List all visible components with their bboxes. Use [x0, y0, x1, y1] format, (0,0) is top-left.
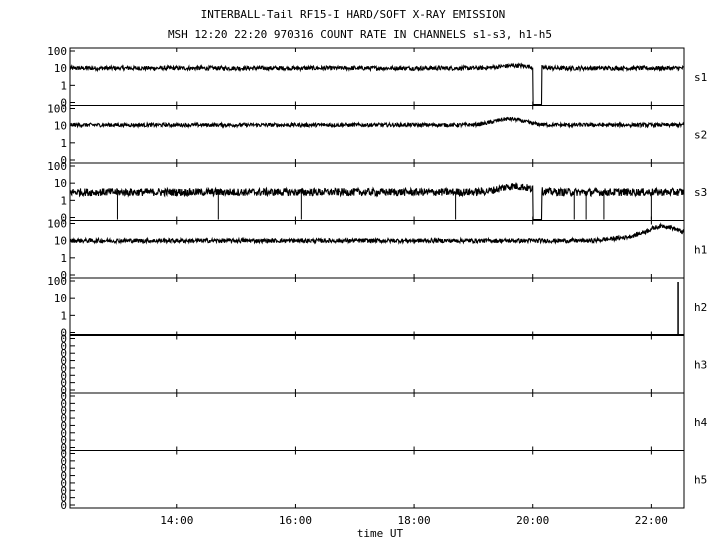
data-trace-h1	[69, 222, 685, 245]
y-tick-label-h2: 100	[47, 275, 67, 288]
y-tick-label-h3: 0	[60, 377, 67, 390]
y-tick-label-h1: 0	[60, 269, 67, 282]
panel-frame-h4	[69, 392, 685, 451]
y-tick-label-s3: 1	[60, 194, 67, 207]
y-tick-label-s2: 0	[60, 154, 67, 167]
x-tick-label: 14:00	[160, 514, 193, 527]
chart-title-line: INTERBALL-Tail RF15-I HARD/SOFT X-RAY EM…	[200, 8, 506, 21]
panel-label-s3: s3	[694, 186, 707, 199]
panel-label-h2: h2	[694, 301, 707, 314]
y-tick-label-h4: 0	[60, 419, 67, 432]
y-tick-label-s2: 10	[54, 120, 67, 133]
y-tick-label-s1: 100	[47, 45, 67, 58]
y-tick-label-h3: 0	[60, 355, 67, 368]
y-tick-label-h5: 0	[60, 462, 67, 475]
y-tick-label-h5: 0	[60, 499, 67, 512]
panel-label-h4: h4	[694, 416, 708, 429]
y-tick-label-h1: 100	[47, 218, 67, 231]
y-tick-label-h5: 0	[60, 477, 67, 490]
y-tick-label-s1: 10	[54, 62, 67, 75]
y-tick-label-s3: 10	[54, 177, 67, 190]
y-tick-label-s2: 100	[47, 103, 67, 116]
y-tick-label-h5: 0	[60, 448, 67, 461]
data-trace-s2	[69, 116, 685, 129]
panel-label-h1: h1	[694, 243, 707, 256]
panel-frame-s1	[69, 47, 685, 106]
panel-label-h5: h5	[694, 473, 707, 486]
y-tick-label-h4: 0	[60, 405, 67, 418]
y-tick-label-s2: 1	[60, 137, 67, 150]
y-tick-label-s3: 0	[60, 212, 67, 225]
y-tick-label-h3: 0	[60, 384, 67, 397]
panel-label-s2: s2	[694, 128, 707, 141]
data-trace-s1	[69, 62, 684, 106]
x-tick-label: 22:00	[635, 514, 668, 527]
y-tick-label-h4: 0	[60, 442, 67, 455]
x-tick-label: 20:00	[516, 514, 549, 527]
chart-subtitle: MSH 12:20 22:20 970316 COUNT RATE IN CHA…	[167, 28, 553, 41]
y-tick-label-h1: 10	[54, 235, 67, 248]
y-tick-label-h5: 0	[60, 470, 67, 483]
y-tick-label-h3: 0	[60, 333, 67, 346]
y-tick-label-h4: 0	[60, 412, 67, 425]
y-tick-label-h3: 0	[60, 340, 67, 353]
panel-frame-h3	[69, 335, 685, 394]
x-tick-label: 18:00	[398, 514, 431, 527]
y-tick-label-h4: 0	[60, 397, 67, 410]
y-tick-label-h2: 10	[54, 292, 67, 305]
y-tick-label-h3: 0	[60, 369, 67, 382]
y-tick-label-s1: 1	[60, 79, 67, 92]
y-tick-label-h1: 1	[60, 252, 67, 265]
y-tick-label-h2: 0	[60, 327, 67, 340]
panel-frame-h5	[69, 450, 685, 509]
y-tick-label-h2: 1	[60, 309, 67, 322]
y-tick-label-h5: 0	[60, 484, 67, 497]
panel-frame-h2	[69, 277, 685, 336]
panel-label-h3: h3	[694, 358, 707, 371]
panel-label-s1: s1	[694, 71, 707, 84]
y-tick-label-h3: 0	[60, 347, 67, 360]
y-tick-label-h3: 0	[60, 362, 67, 375]
panel-frame-h1	[69, 220, 685, 279]
y-tick-label-h4: 0	[60, 390, 67, 403]
y-tick-label-h4: 0	[60, 427, 67, 440]
panel-frame-s2	[69, 105, 685, 164]
data-trace-s3	[69, 182, 685, 221]
y-tick-label-h5: 0	[60, 455, 67, 468]
x-axis-label: time UT	[356, 527, 404, 540]
y-tick-label-s3: 100	[47, 160, 67, 173]
y-tick-label-s1: 0	[60, 97, 67, 110]
y-tick-label-h5: 0	[60, 492, 67, 505]
y-tick-label-h4: 0	[60, 434, 67, 447]
x-tick-label: 16:00	[279, 514, 312, 527]
